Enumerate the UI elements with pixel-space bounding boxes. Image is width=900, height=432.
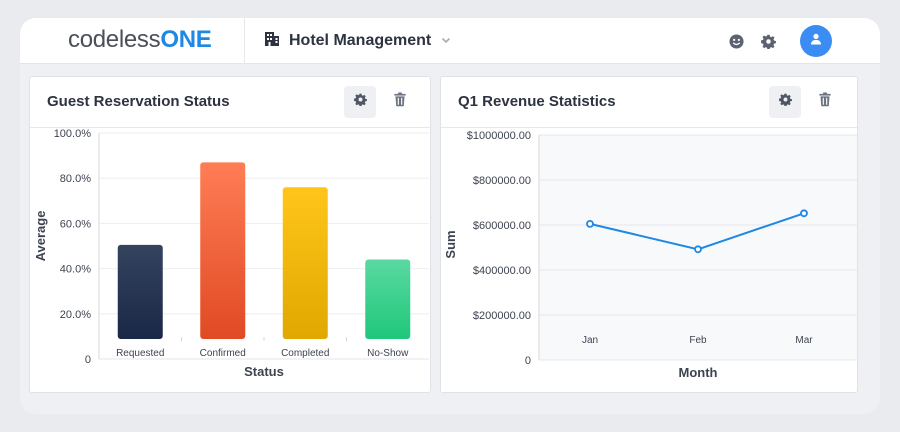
bar	[282, 187, 328, 339]
user-avatar-button[interactable]	[800, 25, 832, 57]
bar	[200, 162, 246, 339]
y-axis-title: Average	[33, 211, 48, 262]
gear-icon	[778, 93, 792, 111]
y-tick-label: $400000.00	[473, 265, 531, 277]
card-delete-button[interactable]	[809, 86, 841, 118]
x-tick-label: Mar	[795, 335, 813, 346]
gear-icon[interactable]	[760, 33, 776, 49]
trash-icon	[818, 92, 832, 112]
y-axis-title: Sum	[443, 230, 458, 258]
data-point	[694, 245, 702, 254]
logo-text: codeless	[68, 26, 161, 53]
x-tick-label: No-Show	[367, 348, 409, 359]
x-tick-label: Jan	[582, 335, 598, 346]
building-icon	[263, 30, 281, 53]
trash-icon	[393, 92, 407, 112]
card-header: Guest Reservation Status	[30, 77, 430, 128]
y-tick-label: 40.0%	[60, 264, 91, 276]
y-tick-label: 80.0%	[60, 173, 91, 185]
chevron-down-icon	[441, 35, 451, 48]
card-settings-button[interactable]	[769, 86, 801, 118]
data-point	[586, 219, 594, 228]
card-title: Guest Reservation Status	[47, 93, 230, 110]
logo-accent: ONE	[160, 26, 212, 53]
card-delete-button[interactable]	[384, 86, 416, 118]
y-tick-label: 100.0%	[54, 128, 92, 140]
app-name: Hotel Management	[289, 32, 432, 49]
reservation-status-card: Guest Reservation Status 100.0% 80.0% 60.0…	[29, 76, 431, 393]
y-tick-label: 20.0%	[60, 309, 91, 321]
bar	[117, 244, 163, 339]
x-tick-label: Completed	[281, 348, 329, 359]
revenue-line-chart: $1000000.00 $800000.00 $600000.00 $400000.0…	[443, 130, 857, 380]
bar	[365, 259, 411, 339]
y-tick-label: $1000000.00	[467, 130, 531, 142]
x-tick-label: Feb	[689, 335, 707, 346]
reservation-bar-chart: 100.0% 80.0% 60.0% 40.0% 20.0% 0 Requested Conf…	[33, 128, 429, 379]
y-tick-label: 0	[525, 355, 531, 367]
top-bar: codelessONE Hotel Management	[20, 18, 880, 64]
app-switcher[interactable]: Hotel Management	[263, 30, 451, 52]
gear-icon	[353, 93, 367, 111]
y-tick-label: $600000.00	[473, 220, 531, 232]
y-tick-label: $200000.00	[473, 310, 531, 322]
y-tick-label: 0	[85, 354, 91, 366]
user-icon	[810, 32, 822, 50]
x-axis-title: Month	[679, 365, 718, 380]
card-title: Q1 Revenue Statistics	[458, 93, 616, 110]
y-tick-label: 60.0%	[60, 218, 91, 230]
logo[interactable]: codelessONE	[68, 26, 212, 54]
app-frame: codelessONE Hotel Management	[20, 18, 880, 414]
divider	[244, 18, 245, 64]
y-tick-label: $800000.00	[473, 175, 531, 187]
x-axis-title: Status	[244, 364, 284, 379]
x-tick-label: Confirmed	[200, 348, 246, 359]
revenue-statistics-card: Q1 Revenue Statistics $1000000.00 $800000…	[440, 76, 858, 393]
card-header: Q1 Revenue Statistics	[441, 77, 857, 128]
card-settings-button[interactable]	[344, 86, 376, 118]
x-tick-label: Requested	[116, 348, 164, 359]
data-point	[800, 209, 808, 218]
smiley-icon[interactable]	[728, 33, 744, 49]
